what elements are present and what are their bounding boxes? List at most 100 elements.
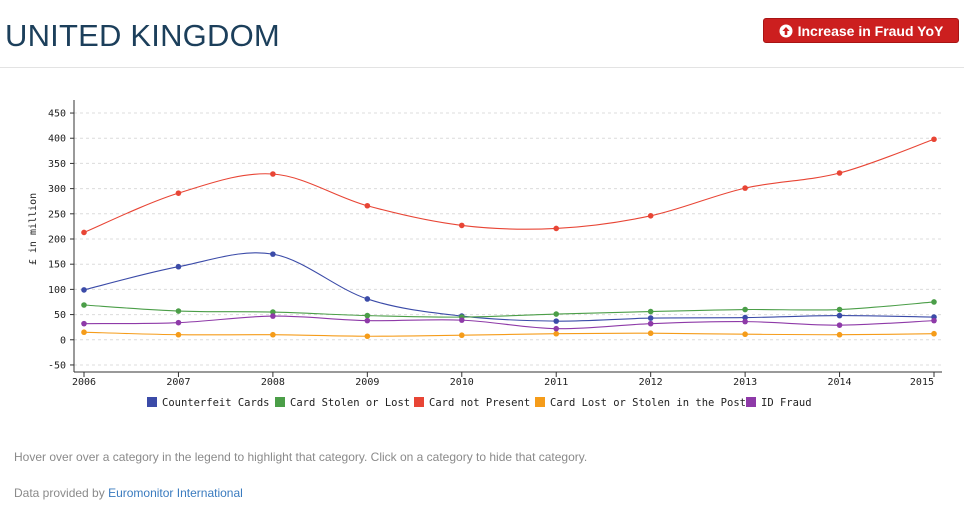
data-point (81, 302, 87, 308)
data-point (836, 306, 843, 313)
data-point (553, 225, 560, 232)
chart-axes: -50 0 50 100 150 200 250 300 350 400 450 2006 2007 20… (48, 100, 942, 388)
y-tick-label: 150 (48, 260, 66, 271)
x-tick-label: 2010 (450, 377, 474, 388)
legend-label: Counterfeit Cards (162, 397, 269, 409)
x-tick-label: 2015 (910, 377, 934, 388)
data-point (175, 190, 182, 196)
data-point (81, 320, 87, 327)
y-tick-label: 200 (48, 235, 66, 246)
series-4 (81, 313, 937, 332)
data-point (836, 312, 843, 319)
data-point (931, 136, 937, 143)
data-point (458, 222, 465, 229)
data-point (647, 320, 654, 327)
data-point (647, 308, 654, 315)
credit-prefix: Data provided by (14, 486, 109, 500)
chart-grid (74, 112, 942, 366)
x-tick-label: 2008 (261, 377, 285, 388)
data-point (742, 318, 748, 325)
data-point (364, 333, 371, 340)
series-3 (81, 329, 937, 340)
data-point (175, 331, 182, 338)
data-point (931, 330, 937, 337)
data-point (458, 332, 465, 339)
data-point (270, 331, 276, 338)
legend-swatch (414, 397, 424, 407)
series-0 (81, 251, 937, 324)
series-line (83, 138, 935, 233)
data-point (81, 329, 87, 336)
y-tick-label: 50 (54, 310, 66, 321)
data-point (836, 322, 843, 328)
data-point (175, 308, 182, 314)
data-point (836, 170, 843, 176)
data-point (175, 263, 182, 270)
data-point (647, 213, 654, 219)
data-point (364, 317, 371, 324)
series-line (83, 331, 935, 337)
data-point (458, 317, 465, 323)
y-tick-label: 300 (48, 184, 66, 195)
data-point (553, 311, 560, 317)
circle-arrow-up-icon (779, 24, 793, 38)
legend-hint-text: Hover over over a category in the legend… (14, 450, 588, 464)
data-point (553, 318, 560, 324)
y-tick-label: 450 (48, 109, 66, 120)
x-tick-label: 2006 (72, 377, 96, 388)
fraud-line-chart: -50 0 50 100 150 200 250 300 350 400 450 2006 2007 20… (28, 100, 942, 409)
data-point (742, 314, 748, 321)
series-line (83, 301, 935, 318)
legend-item[interactable]: ID Fraud (746, 397, 812, 409)
legend-swatch (147, 397, 157, 407)
y-tick-label: 0 (60, 335, 66, 346)
data-point (270, 313, 276, 319)
data-point (647, 315, 654, 321)
data-point (364, 202, 371, 209)
legend-item[interactable]: Card Stolen or Lost (275, 397, 410, 409)
series-line (83, 315, 935, 330)
series-line (83, 252, 935, 322)
series-2 (81, 136, 937, 236)
legend-label: Card not Present (429, 397, 530, 409)
page-header: UNITED KINGDOM Increase in Fraud YoY (0, 0, 964, 68)
data-point (270, 251, 276, 257)
increase-in-fraud-button[interactable]: Increase in Fraud YoY (763, 18, 959, 43)
legend-label: Card Stolen or Lost (290, 397, 410, 409)
data-point (553, 325, 560, 332)
y-tick-label: 250 (48, 209, 66, 220)
x-tick-label: 2009 (355, 377, 379, 388)
data-point (742, 185, 748, 191)
data-point (836, 331, 843, 338)
legend-swatch (535, 397, 545, 407)
x-tick-label: 2011 (544, 377, 568, 388)
legend-item[interactable]: Card Lost or Stolen in the Post (535, 397, 746, 409)
data-point (364, 296, 371, 302)
x-tick-label: 2012 (639, 377, 663, 388)
data-point (270, 171, 276, 177)
y-axis-label: £ in million (28, 193, 39, 265)
data-point (270, 309, 276, 315)
legend-item[interactable]: Counterfeit Cards (147, 397, 269, 409)
legend-item[interactable]: Card not Present (414, 397, 530, 409)
data-point (647, 330, 654, 337)
data-point (553, 330, 560, 337)
y-tick-label: 100 (48, 285, 66, 296)
data-point (81, 287, 87, 293)
y-tick-label: 400 (48, 134, 66, 145)
increase-in-fraud-label: Increase in Fraud YoY (797, 22, 944, 39)
data-point (742, 306, 748, 313)
y-tick-label: -50 (48, 360, 66, 371)
chart-legend[interactable]: Counterfeit Cards Card Stolen or Lost Card… (147, 397, 812, 409)
data-point (931, 317, 937, 324)
legend-label: Card Lost or Stolen in the Post (550, 397, 746, 409)
data-point (931, 299, 937, 305)
legend-swatch (275, 397, 285, 407)
data-point (364, 312, 371, 319)
x-tick-label: 2014 (828, 377, 852, 388)
x-tick-label: 2013 (733, 377, 757, 388)
series-1 (81, 299, 937, 320)
data-point (742, 331, 748, 338)
x-tick-label: 2007 (166, 377, 190, 388)
euromonitor-link[interactable]: Euromonitor International (108, 486, 243, 500)
